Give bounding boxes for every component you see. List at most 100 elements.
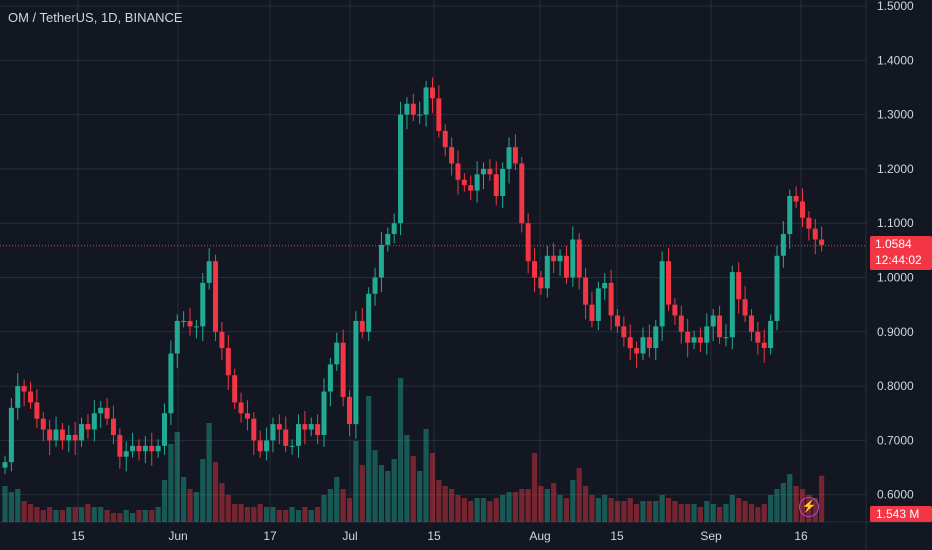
- candle: [723, 324, 729, 347]
- volume-bar: [130, 513, 136, 522]
- candle: [455, 150, 461, 195]
- candle: [512, 134, 518, 170]
- candle: [640, 327, 646, 361]
- lightning-bolt-icon[interactable]: ⚡: [799, 497, 819, 517]
- candle: [423, 80, 429, 127]
- candle: [442, 124, 448, 157]
- candle: [53, 416, 59, 447]
- volume-bar: [589, 495, 595, 522]
- volume-bar: [723, 504, 729, 522]
- candle: [321, 378, 327, 447]
- volume-bar: [193, 492, 199, 522]
- volume-bar: [436, 480, 442, 522]
- candle: [289, 439, 295, 456]
- volume-bar: [225, 495, 231, 522]
- volume-bar: [2, 486, 8, 522]
- volume-bar: [366, 396, 372, 522]
- volume-bar: [538, 486, 544, 522]
- volume-bar: [787, 474, 793, 522]
- candle: [653, 319, 659, 361]
- volume-bar: [353, 441, 359, 522]
- candle: [130, 432, 136, 458]
- time-tick-label: Aug: [529, 529, 550, 543]
- candle: [729, 265, 735, 350]
- candle: [474, 161, 480, 203]
- candle: [334, 332, 340, 371]
- price-axis: 1.5000 1.4000 1.3000 1.2000 1.1000 1.0000 0.90…: [877, 0, 914, 502]
- candle: [532, 248, 538, 293]
- volume-bar: [608, 498, 614, 522]
- last-price-value: 1.0584: [875, 237, 912, 251]
- volume-bar: [270, 507, 276, 522]
- symbol-title[interactable]: OM / TetherUS, 1D, BINANCE: [8, 10, 183, 25]
- candle: [110, 405, 116, 445]
- candle: [410, 93, 416, 122]
- time-tick-label: 17: [263, 529, 277, 543]
- candle: [678, 305, 684, 344]
- candle: [264, 427, 270, 461]
- candle: [117, 428, 123, 469]
- volume-bar: [385, 471, 391, 522]
- candle: [315, 414, 321, 445]
- candle: [187, 307, 193, 336]
- time-tick-label: 15: [71, 529, 85, 543]
- time-tick-label: Jul: [342, 529, 357, 543]
- volume-badge: 1.543 M: [870, 506, 932, 522]
- candle: [519, 156, 525, 233]
- candle: [570, 226, 576, 287]
- volume-bar: [34, 507, 40, 522]
- candle: [697, 327, 703, 352]
- volume-bar: [181, 477, 187, 522]
- volume-bar: [359, 465, 365, 522]
- volume-bar: [665, 498, 672, 522]
- volume-bar: [136, 510, 142, 522]
- candle: [755, 322, 761, 355]
- candle: [47, 419, 53, 456]
- candle: [181, 311, 187, 328]
- volume-bar: [40, 510, 46, 522]
- volume-bar: [614, 501, 621, 522]
- volume-bar: [47, 507, 53, 522]
- volume-bar: [155, 507, 161, 522]
- time-tick-label: Jun: [168, 529, 187, 543]
- candle: [359, 307, 365, 339]
- candle: [793, 186, 799, 208]
- volume-bar: [582, 486, 589, 522]
- volume-bar: [168, 444, 174, 522]
- candle: [40, 412, 46, 442]
- candle: [378, 231, 384, 293]
- candle: [736, 262, 742, 314]
- volume-bar: [219, 483, 225, 522]
- candle: [200, 273, 206, 342]
- volume-bar: [295, 510, 302, 522]
- candle: [385, 227, 391, 252]
- price-tick-label: 1.1000: [877, 216, 914, 230]
- volume-bar: [53, 510, 59, 522]
- volume-bar: [819, 475, 825, 522]
- volume-bar: [493, 498, 499, 522]
- volume-bar: [716, 507, 723, 522]
- volume-bar: [780, 483, 786, 522]
- price-tick-label: 1.4000: [877, 53, 914, 67]
- volume-bar: [468, 501, 474, 522]
- volume-bar: [563, 498, 570, 522]
- candle: [295, 414, 301, 458]
- candle: [123, 441, 129, 472]
- candle: [691, 330, 697, 350]
- candle: [761, 329, 767, 363]
- candle: [634, 341, 640, 369]
- candle: [806, 211, 812, 241]
- candle: [742, 286, 748, 323]
- price-tick-label: 1.0000: [877, 271, 914, 285]
- candle: [563, 246, 569, 285]
- volume-bar: [429, 453, 436, 522]
- candle: [704, 313, 710, 355]
- volume-bar: [442, 486, 448, 522]
- candle: [774, 246, 780, 331]
- price-tick-label: 1.3000: [877, 108, 914, 122]
- price-tick-label: 0.8000: [877, 379, 914, 393]
- volume-bar: [404, 435, 410, 522]
- volume-bar: [697, 507, 704, 522]
- candle: [646, 324, 652, 358]
